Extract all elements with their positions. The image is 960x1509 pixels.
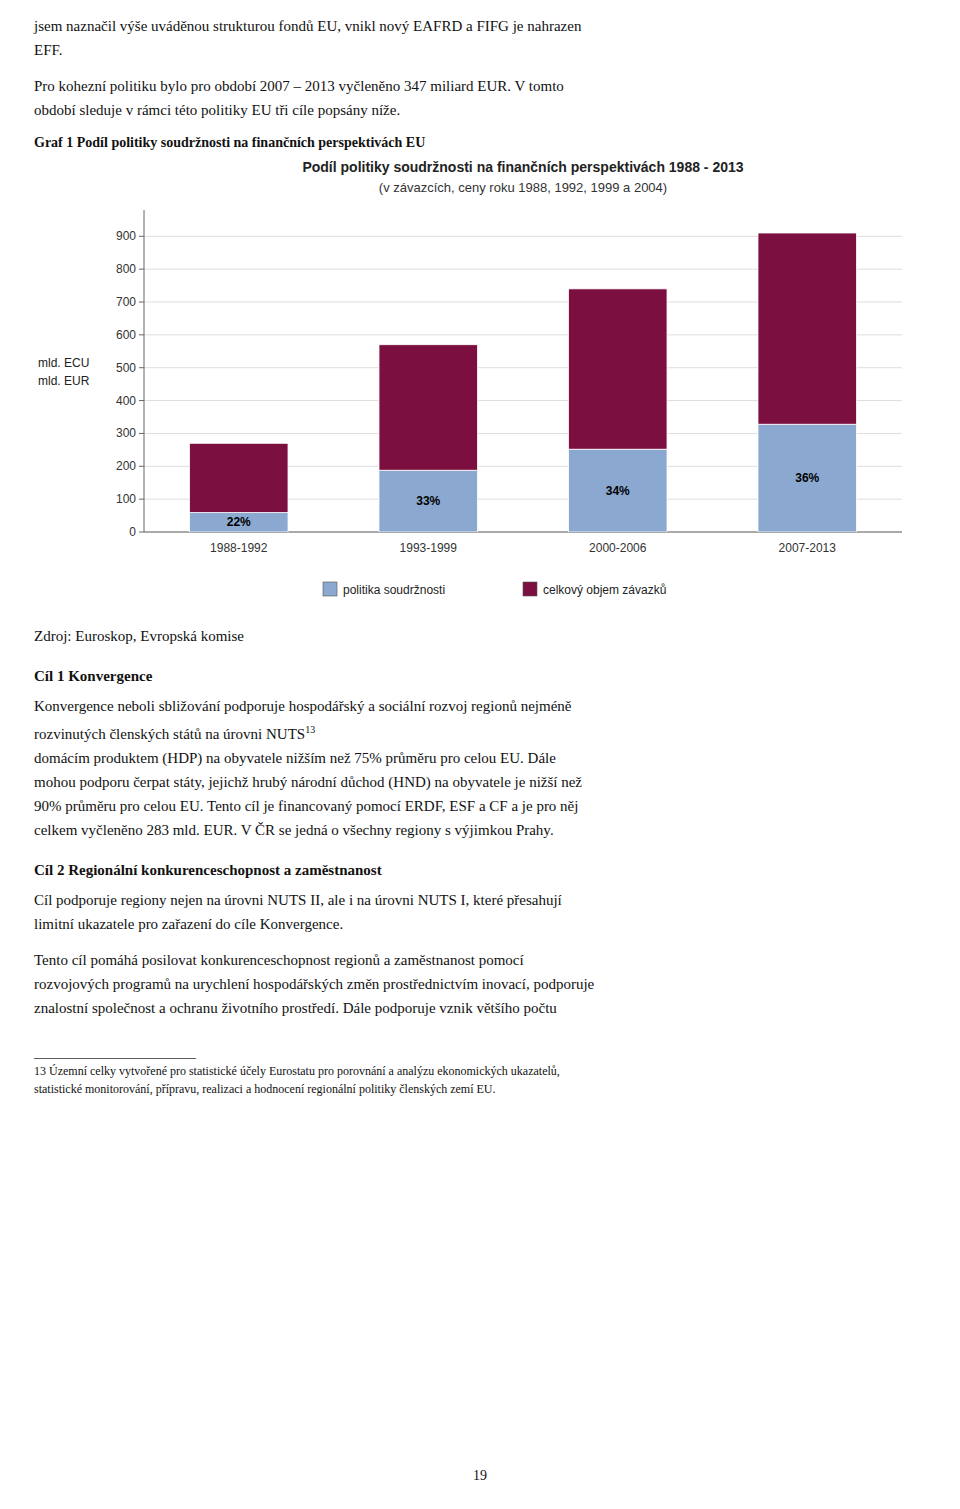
chart-subtitle: (v závazcích, ceny roku 1988, 1992, 1999… <box>379 180 667 195</box>
figure-label: Graf 1 Podíl politiky soudržnosti na fin… <box>34 132 926 154</box>
body-text: rozvinutých členských států na úrovni NU… <box>34 718 926 746</box>
x-tick-label: 2000-2006 <box>589 541 647 555</box>
x-tick-label: 1988-1992 <box>210 541 268 555</box>
body-text: celkem vyčleněno 283 mld. EUR. V ČR se j… <box>34 818 926 842</box>
bars <box>189 233 856 532</box>
footnote-rule: ___________________________ <box>34 1044 926 1062</box>
body-text: domácím produktem (HDP) na obyvatele niž… <box>34 746 926 770</box>
y-axis-label: mld. EUR <box>38 374 90 388</box>
bar <box>758 424 857 532</box>
y-tick <box>139 499 144 500</box>
y-tick-label: 400 <box>116 394 136 408</box>
body-text: rozvinutých členských států na úrovni NU… <box>34 726 305 742</box>
y-tick-label: 300 <box>116 426 136 440</box>
bar <box>568 289 667 449</box>
x-tick-label: 2007-2013 <box>779 541 837 555</box>
bar <box>379 345 478 471</box>
y-tick <box>139 367 144 368</box>
x-tick-label: 1993-1999 <box>400 541 458 555</box>
y-tick <box>139 302 144 303</box>
y-tick <box>139 236 144 237</box>
body-text: mohou podporu čerpat státy, jejichž hrub… <box>34 770 926 794</box>
footnote-ref: 13 <box>305 724 315 735</box>
page: jsem naznačil výše uváděnou strukturou f… <box>0 0 960 1098</box>
y-tick-label: 100 <box>116 492 136 506</box>
y-tick-label: 600 <box>116 328 136 342</box>
legend-label: celkový objem závazků <box>543 583 666 597</box>
body-text: rozvojových programů na urychlení hospod… <box>34 972 926 996</box>
body-text: Konvergence neboli sbližování podporuje … <box>34 694 926 718</box>
chart: Podíl politiky soudržnosti na finančních… <box>34 154 926 624</box>
body-text: EFF. <box>34 38 926 62</box>
legend-swatch <box>523 582 537 596</box>
body-text: Cíl podporuje regiony nejen na úrovni NU… <box>34 888 926 912</box>
bar <box>189 443 288 512</box>
body-text: limitní ukazatele pro zařazení do cíle K… <box>34 912 926 936</box>
y-tick-label: 700 <box>116 295 136 309</box>
y-tick <box>139 400 144 401</box>
y-tick-label: 800 <box>116 262 136 276</box>
y-tick <box>139 269 144 270</box>
source-text: Zdroj: Euroskop, Evropská komise <box>34 624 926 648</box>
y-tick-label: 900 <box>116 229 136 243</box>
annotation: 22% <box>227 515 251 529</box>
annotation: 36% <box>795 471 819 485</box>
body-text: Tento cíl pomáhá posilovat konkurencesch… <box>34 948 926 972</box>
annotation: 33% <box>416 494 440 508</box>
page-number: 19 <box>0 1468 960 1484</box>
legend-label: politika soudržnosti <box>343 583 445 597</box>
bar <box>568 449 667 532</box>
bar <box>379 470 478 532</box>
bar <box>189 513 288 532</box>
legend: politika soudržnosti celkový objem závazk… <box>323 582 666 597</box>
chart-title: Podíl politiky soudržnosti na finančních… <box>302 159 743 175</box>
y-tick <box>139 532 144 533</box>
section-heading: Cíl 2 Regionální konkurenceschopnost a z… <box>34 858 926 882</box>
body-text: Pro kohezní politiku bylo pro období 200… <box>34 74 926 98</box>
y-tick-label: 500 <box>116 361 136 375</box>
annotation: 34% <box>606 484 630 498</box>
y-tick <box>139 334 144 335</box>
section-heading: Cíl 1 Konvergence <box>34 664 926 688</box>
y-axis-label: mld. ECU <box>38 356 89 370</box>
y-tick <box>139 433 144 434</box>
y-tick <box>139 466 144 467</box>
footnote-text: statistické monitorování, přípravu, real… <box>34 1080 926 1098</box>
body-text: jsem naznačil výše uváděnou strukturou f… <box>34 14 926 38</box>
bar <box>758 233 857 424</box>
body-text: 90% průměru pro celou EU. Tento cíl je f… <box>34 794 926 818</box>
y-tick-label: 0 <box>129 525 136 539</box>
footnote-text: 13 Územní celky vytvořené pro statistick… <box>34 1062 926 1080</box>
y-tick-label: 200 <box>116 459 136 473</box>
body-text: období sleduje v rámci této politiky EU … <box>34 98 926 122</box>
y-axis-line <box>144 210 145 532</box>
body-text: znalostní společnost a ochranu životního… <box>34 996 926 1020</box>
legend-swatch <box>323 582 337 596</box>
